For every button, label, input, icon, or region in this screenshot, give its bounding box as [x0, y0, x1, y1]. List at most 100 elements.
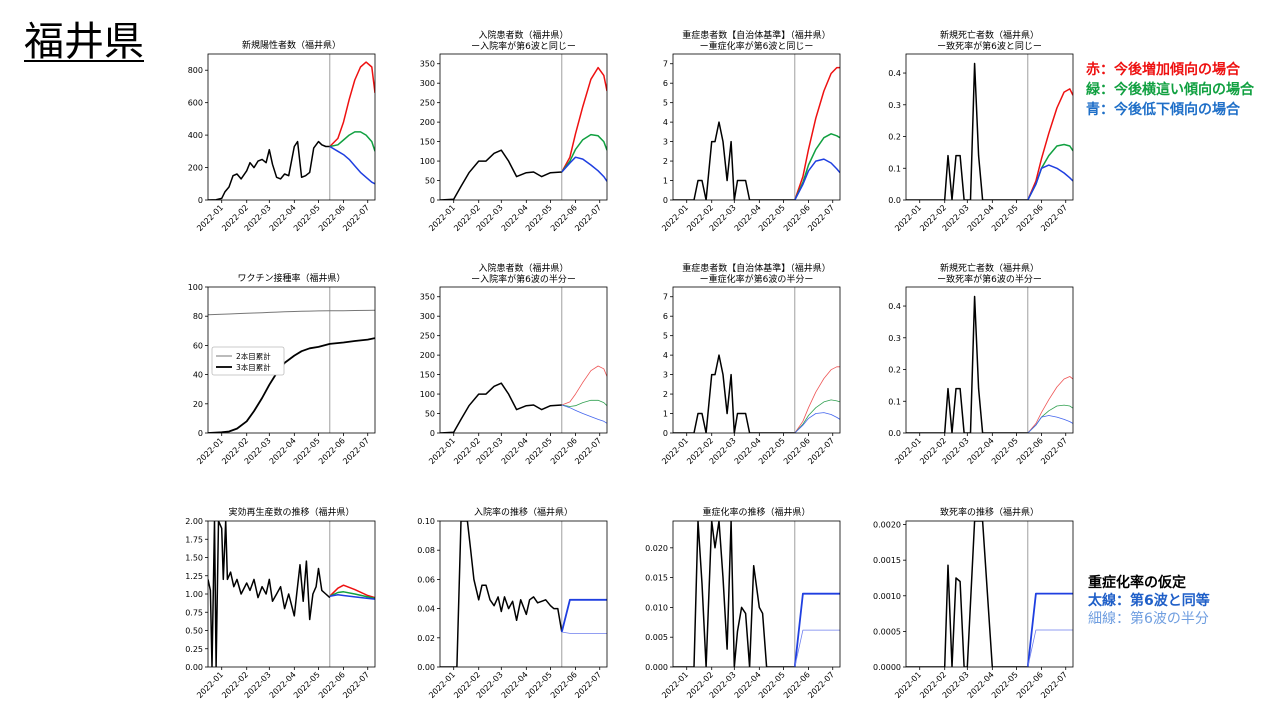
series-line	[794, 366, 840, 433]
series-line	[1026, 592, 1073, 667]
y-tick-label: 0	[198, 429, 203, 438]
x-tick-label: 2022-07	[1039, 436, 1069, 466]
y-tick-label: 4	[663, 351, 668, 360]
series-line	[906, 295, 1028, 433]
y-tick-label: 0.015	[645, 574, 668, 583]
series-line	[329, 145, 375, 185]
y-tick-label: 0	[430, 429, 435, 438]
y-tick-label: 2.00	[185, 517, 203, 526]
chart-panel: 重症化率の推移（福井県） 0.000 0.005 0.010 0.015 0.020 202…	[645, 506, 841, 700]
x-tick-label: 2022-07	[573, 670, 603, 700]
y-tick-label: 0.1	[888, 397, 901, 406]
chart-panel: ワクチン接種率（福井県）0204060801002022-012022-0220…	[188, 272, 376, 466]
series-line	[1027, 404, 1073, 433]
series-line	[1027, 376, 1073, 433]
y-tick-label: 200	[420, 118, 435, 127]
series-line	[329, 591, 375, 600]
y-tick-label: 6	[663, 79, 668, 88]
y-tick-label: 0.005	[645, 633, 668, 642]
y-tick-label: 7	[663, 60, 668, 69]
y-tick-label: 0.020	[645, 544, 668, 553]
chart-panel: 致死率の推移（福井県） 0.0000 0.0005 0.0010 0.0015 0.002…	[873, 506, 1074, 700]
plot-frame	[207, 53, 376, 201]
y-tick-label: 300	[420, 79, 435, 88]
series-line	[673, 354, 795, 433]
plot-frame	[905, 520, 1074, 668]
chart-subtitle: ー重症化率が第6波と同じー	[700, 40, 814, 52]
scenario-legend-green: 緑：今後横這い傾向の場合	[1086, 82, 1254, 98]
chart-title: 新規死亡者数（福井県）	[940, 29, 1039, 41]
y-tick-label: 1	[663, 410, 668, 419]
y-tick-label: 0.0020	[873, 521, 901, 530]
series-line	[793, 592, 840, 667]
y-tick-label: 1.50	[185, 554, 203, 563]
y-tick-label: 100	[420, 390, 435, 399]
y-tick-label: 0.010	[645, 603, 668, 612]
y-tick-label: 0.3	[888, 334, 901, 343]
series-line	[794, 399, 840, 433]
y-tick-label: 0.4	[888, 302, 901, 311]
series-line	[329, 61, 375, 148]
y-tick-label: 0.00	[185, 663, 203, 672]
x-tick-label: 2022-07	[1039, 203, 1069, 233]
assumption-legend-thin: 細線：第6波の半分	[1088, 611, 1209, 627]
y-tick-label: 0.0005	[873, 627, 901, 636]
y-tick-label: 0.0010	[873, 592, 901, 601]
series-line	[794, 412, 840, 433]
chart-title: 致死率の推移（福井県）	[940, 506, 1039, 518]
chart-subtitle: ー入院率が第6波の半分ー	[471, 273, 576, 285]
chart-legend	[211, 346, 285, 376]
chart-subtitle: ー致死率が第6波と同じー	[937, 40, 1042, 52]
series-line	[560, 598, 607, 633]
y-tick-label: 0.0	[888, 196, 901, 205]
y-tick-label: 0.06	[417, 575, 435, 584]
y-tick-label: 0.0	[888, 429, 901, 438]
series-line	[561, 66, 607, 173]
y-tick-label: 350	[420, 293, 435, 302]
y-tick-label: 100	[188, 283, 203, 292]
chart-panel: 実効再生産数の推移（福井県） 0.00 0.25 0.50 0.75 1.00 1.25 1.…	[185, 506, 376, 700]
y-tick-label: 50	[425, 177, 435, 186]
y-tick-label: 350	[420, 60, 435, 69]
scenario-legend: 赤：今後増加傾向の場合 緑：今後横這い傾向の場合 青：今後低下傾向の場合	[1086, 60, 1254, 120]
y-tick-label: 7	[663, 293, 668, 302]
series-line	[906, 521, 1028, 667]
chart-panel: 新規陽性者数（福井県）02004006008002022-012022-0220…	[188, 39, 376, 233]
plot-frame	[672, 286, 841, 434]
y-tick-label: 1	[663, 177, 668, 186]
series-line	[906, 62, 1028, 200]
x-tick-label: 2022-07	[1039, 670, 1069, 700]
y-tick-label: 0.4	[888, 69, 901, 78]
series-line	[329, 584, 375, 599]
chart-title: ワクチン接種率（福井県）	[237, 272, 345, 284]
plot-frame	[439, 286, 608, 434]
plot-frame	[905, 286, 1074, 434]
y-tick-label: 6	[663, 312, 668, 321]
legend-label: 2本目累計	[236, 351, 271, 361]
series-line	[329, 131, 375, 152]
y-tick-label: 4	[663, 118, 668, 127]
y-tick-label: 0	[663, 429, 668, 438]
y-tick-label: 5	[663, 99, 668, 108]
y-tick-label: 2	[663, 390, 668, 399]
y-tick-label: 0.2	[888, 366, 901, 375]
y-tick-label: 0.000	[645, 663, 668, 672]
x-tick-label: 2022-07	[806, 203, 836, 233]
chart-panel: 入院患者数（福井県）ー入院率が第6波と同じー 0 50 100 150 200 250 300…	[420, 29, 608, 233]
y-tick-label: 1.00	[185, 590, 203, 599]
series-line	[673, 121, 795, 200]
scenario-legend-blue: 青：今後低下傾向の場合	[1086, 102, 1240, 118]
y-tick-label: 0.2	[888, 133, 901, 142]
y-tick-label: 3	[663, 138, 668, 147]
y-tick-label: 40	[193, 371, 203, 380]
series-line	[208, 140, 330, 200]
series-line	[794, 66, 840, 200]
y-tick-label: 5	[663, 332, 668, 341]
series-line	[440, 382, 562, 433]
y-tick-label: 800	[188, 66, 203, 75]
chart-panel: 新規死亡者数（福井県）ー致死率が第6波と同じー 0.0 0.1 0.2 0.3 0.4 20…	[888, 29, 1074, 233]
series-line	[561, 631, 607, 634]
chart-title: 実効再生産数の推移（福井県）	[228, 506, 354, 518]
series-line	[561, 156, 607, 182]
